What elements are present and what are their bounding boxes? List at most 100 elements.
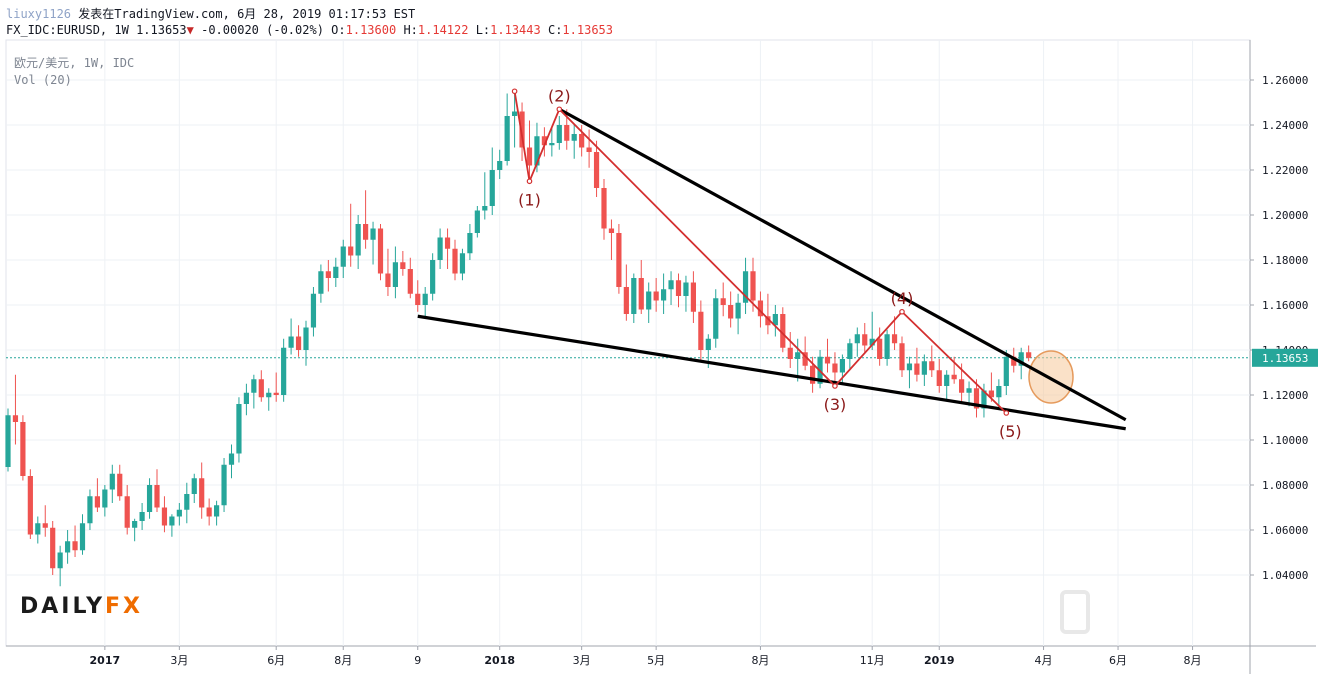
candle-body xyxy=(474,210,480,233)
candle-body xyxy=(124,496,130,528)
dailyfx-logo: DAILYFX xyxy=(20,594,143,619)
candle-body xyxy=(169,516,175,526)
candle-body xyxy=(519,111,525,148)
candle-body xyxy=(415,293,421,305)
ohlc-high-label: H: xyxy=(403,23,418,37)
candle-body xyxy=(832,363,838,373)
symbol-name: FX_IDC:EURUSD, 1W xyxy=(6,23,129,37)
candle-body xyxy=(988,390,994,398)
candle-body xyxy=(608,228,615,233)
candle-body xyxy=(646,291,652,310)
candle-body xyxy=(355,224,361,256)
y-tick-label: 1.22000 xyxy=(1262,164,1308,177)
x-tick-label: 4月 xyxy=(1035,654,1053,667)
candle-body xyxy=(407,269,413,294)
candle-body xyxy=(65,541,71,553)
candle-body xyxy=(504,116,510,161)
candle-body xyxy=(139,512,145,521)
candle-body xyxy=(526,147,533,166)
candle-body xyxy=(146,485,153,512)
ohlc-high: 1.14122 xyxy=(417,23,469,37)
candle-body xyxy=(348,246,354,256)
candle-body xyxy=(243,392,249,404)
candle-body xyxy=(303,327,309,350)
wave-point xyxy=(1003,410,1010,416)
candle-body xyxy=(437,237,443,260)
x-tick-label: 11月 xyxy=(860,654,885,667)
y-tick-label: 1.26000 xyxy=(1262,74,1308,87)
candle-body xyxy=(839,359,845,373)
candle-body xyxy=(1026,352,1032,358)
candle-body xyxy=(914,363,920,375)
candle-body xyxy=(869,338,875,346)
ohlc-open: 1.13600 xyxy=(345,23,397,37)
last-price-tag xyxy=(1252,348,1318,367)
candle-body xyxy=(593,152,600,188)
candle-body xyxy=(377,228,384,274)
y-tick-label: 1.24000 xyxy=(1262,119,1308,132)
candle-body xyxy=(802,352,808,366)
candle-body xyxy=(668,280,674,290)
candle-body xyxy=(921,361,927,375)
candle-body xyxy=(847,343,853,359)
candle-body xyxy=(631,278,637,314)
candle-body xyxy=(757,300,764,317)
candle-body xyxy=(385,273,391,287)
candle-body xyxy=(1003,356,1009,386)
candle-body xyxy=(12,415,19,422)
candle-body xyxy=(392,262,398,287)
wave-label: (2) xyxy=(548,86,571,105)
candle-body xyxy=(214,505,220,517)
candle-body xyxy=(199,478,205,508)
candle-body xyxy=(601,188,607,229)
x-tick-label: 2019 xyxy=(924,654,955,667)
wave-label: (3) xyxy=(824,395,847,414)
candle-body xyxy=(787,347,793,359)
candle-body xyxy=(698,311,704,350)
candle-body xyxy=(728,305,734,319)
ohlc-close: 1.13653 xyxy=(562,23,613,37)
candle-body xyxy=(534,136,540,166)
candle-body xyxy=(571,134,577,141)
candle-body xyxy=(884,334,890,359)
wave-label: (5) xyxy=(999,422,1022,441)
candle-body xyxy=(363,224,369,240)
candle-body xyxy=(422,293,428,305)
candle-body xyxy=(117,473,123,497)
candle-body xyxy=(191,478,197,494)
candle-body xyxy=(981,390,987,409)
candle-body xyxy=(891,334,898,344)
ohlc-open-label: O: xyxy=(331,23,346,37)
last-price: 1.13653 xyxy=(136,23,187,37)
last-price-tag-label: 1.13653 xyxy=(1262,352,1308,365)
candle-body xyxy=(266,392,272,398)
username[interactable]: liuxy1126 xyxy=(6,7,72,21)
x-tick-label: 8月 xyxy=(1184,654,1202,667)
candle-body xyxy=(996,386,1002,398)
candle-body xyxy=(325,271,331,278)
wave-label: (4) xyxy=(891,289,914,308)
candle-body xyxy=(720,298,726,305)
candle-body xyxy=(623,287,629,314)
candle-body xyxy=(370,228,376,240)
candle-body xyxy=(50,527,56,569)
candle-body xyxy=(79,523,86,551)
candle-body xyxy=(482,206,488,211)
candle-body xyxy=(444,237,451,249)
candle-body xyxy=(1018,352,1024,366)
x-tick-label: 8月 xyxy=(334,654,352,667)
candle-body xyxy=(541,136,547,146)
volume-legend: Vol (20) xyxy=(14,73,72,87)
y-tick-label: 1.12000 xyxy=(1262,389,1308,402)
symbol-header: FX_IDC:EURUSD, 1W 1.13653▼ -0.00020 (-0.… xyxy=(6,23,613,37)
candle-body xyxy=(5,415,11,467)
candle-body xyxy=(959,379,965,393)
candle-body xyxy=(810,365,816,384)
ohlc-low-label: L: xyxy=(475,23,491,37)
x-tick-label: 6月 xyxy=(267,654,285,667)
candle-body xyxy=(184,494,190,510)
price-change: -0.00020 (-0.02%) xyxy=(201,23,324,37)
y-tick-label: 1.18000 xyxy=(1262,254,1308,267)
candle-body xyxy=(176,509,182,517)
